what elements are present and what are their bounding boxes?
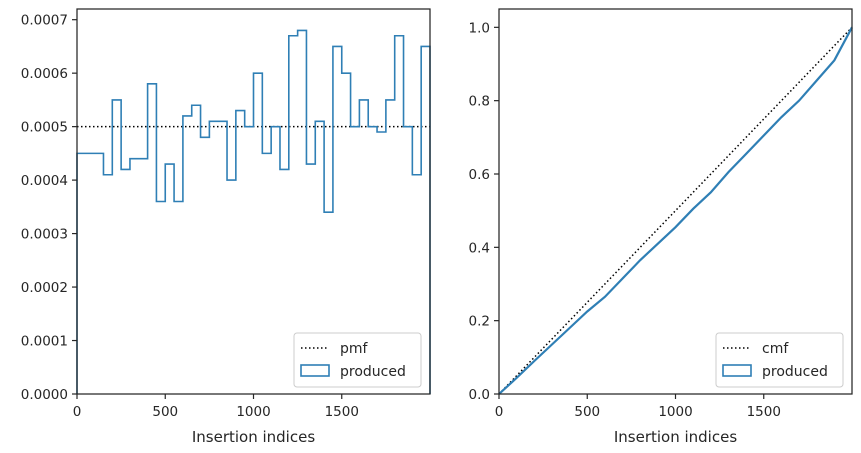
cmf-chart-legend-label-produced: produced: [762, 364, 828, 380]
cmf-chart-legend-label-cmf: cmf: [762, 341, 789, 357]
cmf-chart-y-tick-label: 0.4: [469, 240, 490, 256]
pmf-chart-x-tick-label: 1500: [325, 404, 359, 420]
cmf-chart-series-produced: [498, 26, 853, 395]
pmf-chart-x-tick-label: 500: [152, 404, 178, 420]
pmf-chart-y-tick-label: 0.0003: [21, 227, 68, 243]
cmf-chart-series-cmf: [498, 26, 853, 395]
pmf-chart-y-tick-label: 0.0002: [21, 280, 68, 296]
pmf-chart-x-axis-label: Insertion indices: [192, 428, 315, 446]
pmf-chart-legend: pmf produced: [293, 332, 422, 388]
cmf-chart-y-tick-label: 0.8: [469, 94, 490, 110]
pmf-chart-series-produced: [76, 29, 431, 394]
cmf-chart-legend: cmf produced: [715, 332, 844, 388]
cmf-chart-y-tick-label: 0.0: [469, 387, 490, 403]
pmf-chart-y-tick-label: 0.0004: [21, 173, 68, 189]
cmf-chart-x-tick-label: 1000: [658, 404, 692, 420]
pmf-chart-legend-box: [293, 332, 422, 388]
pmf-chart-x-tick-label: 1000: [236, 404, 270, 420]
cmf-chart-x-tick-label: 1500: [747, 404, 781, 420]
cmf-chart-y-tick-label: 0.2: [469, 314, 490, 330]
pmf-chart-legend-label-pmf: pmf: [340, 341, 369, 357]
cmf-chart-y-tick-label: 0.6: [469, 167, 490, 183]
pmf-chart-y-tick-label: 0.0005: [21, 120, 68, 136]
pmf-chart: 0 500 1000 1500 0.0000 0.0001 0.0002 0.0003 0.00…: [21, 8, 431, 446]
pmf-chart-legend-swatch-produced: [300, 364, 330, 377]
pmf-chart-y-tick-label: 0.0007: [21, 13, 68, 29]
pmf-chart-y-tick-label: 0.0000: [21, 387, 68, 403]
cmf-chart-legend-box: [715, 332, 844, 388]
pmf-chart-x-tick-label: 0: [73, 404, 82, 420]
cmf-chart-x-tick-label: 0: [495, 404, 504, 420]
cmf-chart-y-tick-label: 1.0: [469, 20, 490, 36]
pmf-chart-y-tick-label: 0.0006: [21, 66, 68, 82]
cmf-chart-x-axis-label: Insertion indices: [614, 428, 737, 446]
cmf-chart-legend-swatch-produced: [722, 364, 752, 377]
pmf-chart-legend-label-produced: produced: [340, 364, 406, 380]
cmf-chart-x-tick-label: 500: [574, 404, 600, 420]
pmf-chart-y-tick-label: 0.0001: [21, 334, 68, 350]
cmf-chart: 0 500 1000 1500 0.0 0.2 0.4 0.6 0.8 1.0 Insertion …: [469, 8, 853, 446]
